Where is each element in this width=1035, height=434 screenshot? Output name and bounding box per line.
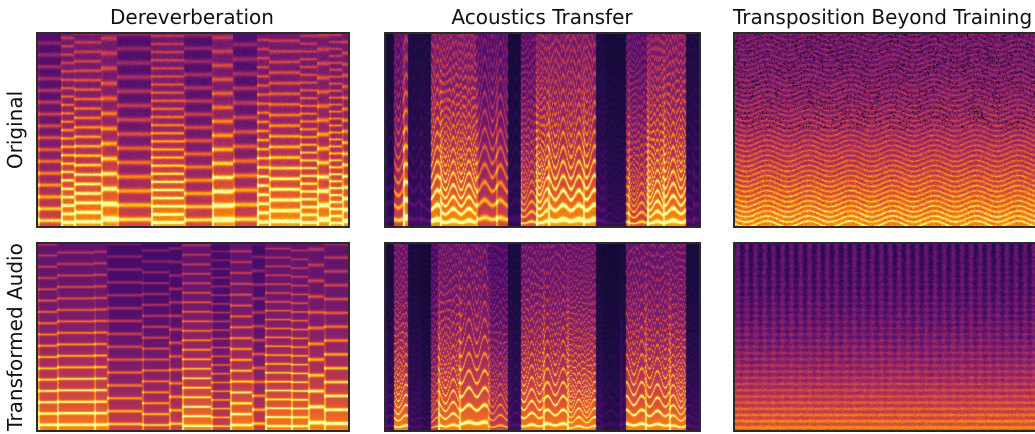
row-label-transformed-audio: Transformed Audio (0, 242, 30, 432)
column-title-dereverberation: Dereverberation (110, 5, 274, 29)
spectrogram-dereverberation-transformed (36, 242, 350, 432)
row-label-original-text: Original (3, 90, 28, 170)
spectrogram-canvas (38, 34, 348, 226)
row-label-original: Original (0, 32, 30, 228)
row-label-transformed-text: Transformed Audio (3, 243, 27, 431)
spectrogram-dereverberation-original (36, 32, 350, 228)
spectrogram-canvas (735, 244, 1035, 430)
spectrogram-acoustics-transformed (384, 242, 701, 432)
spectrogram-acoustics-original (384, 32, 701, 228)
spectrogram-canvas (38, 244, 348, 430)
spectrogram-transposition-original (733, 32, 1035, 228)
column-title-transposition: Transposition Beyond Training (733, 5, 1033, 29)
column-title-acoustics-transfer: Acoustics Transfer (451, 5, 633, 29)
spectrogram-canvas (386, 34, 699, 226)
spectrogram-canvas (735, 34, 1035, 226)
spectrogram-canvas (386, 244, 699, 430)
spectrogram-transposition-transformed (733, 242, 1035, 432)
